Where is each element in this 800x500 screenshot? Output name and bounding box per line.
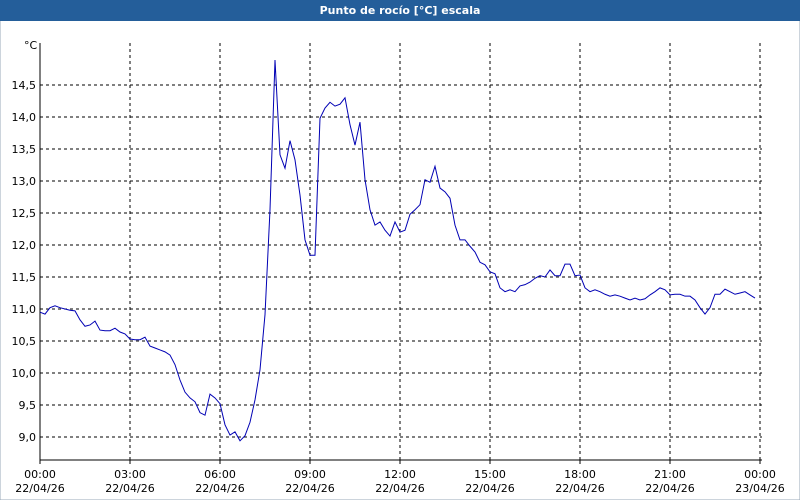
y-tick-label: 12,5 — [12, 207, 37, 220]
y-tick-label: 9,0 — [19, 431, 37, 444]
x-tick-label: 06:00 22/04/26 — [195, 468, 244, 495]
x-tick-label: 12:00 22/04/26 — [375, 468, 424, 495]
chart-title: Punto de rocío [°C] escala — [320, 4, 481, 17]
x-tick-label: 09:00 22/04/26 — [285, 468, 334, 495]
y-tick-label: 11,5 — [12, 271, 37, 284]
x-tick-label: 18:00 22/04/26 — [555, 468, 604, 495]
y-tick-label: 12,0 — [12, 239, 37, 252]
title-bar — [0, 0, 800, 21]
x-tick-label: 00:00 22/04/26 — [15, 468, 64, 495]
x-tick-label: 00:00 23/04/26 — [735, 468, 784, 495]
y-tick-label: 9,5 — [19, 399, 37, 412]
y-tick-label: 11,0 — [12, 303, 37, 316]
data-line — [39, 60, 756, 442]
y-tick-label: 10,5 — [12, 335, 37, 348]
x-tick-label: 21:00 22/04/26 — [645, 468, 694, 495]
x-tick-label: 03:00 22/04/26 — [105, 468, 154, 495]
y-tick-label: 13,5 — [12, 143, 37, 156]
y-tick-label: 14,0 — [12, 111, 37, 124]
y-tick-label: 10,0 — [12, 367, 37, 380]
y-tick-label: 14,5 — [12, 79, 37, 92]
y-tick-label: 13,0 — [12, 175, 37, 188]
y-axis-label: °C — [24, 39, 38, 52]
x-tick-label: 15:00 22/04/26 — [465, 468, 514, 495]
